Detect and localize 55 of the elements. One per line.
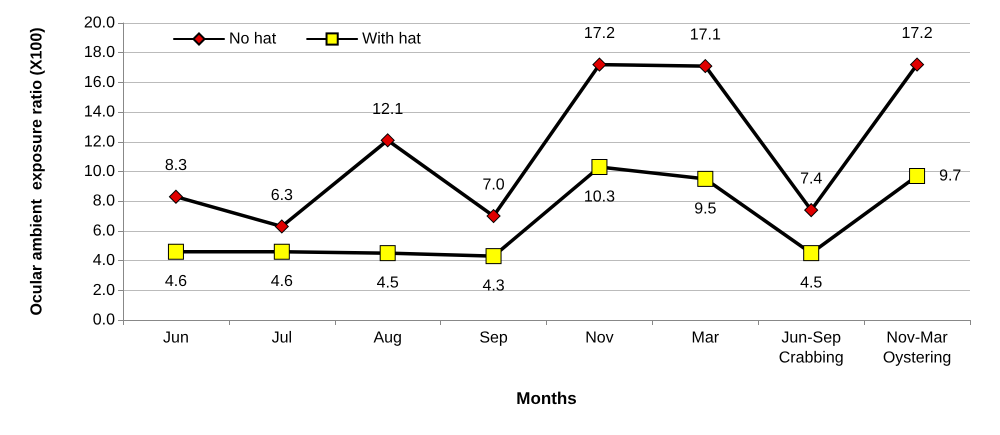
y-tick-label: 14.0 (84, 104, 116, 121)
y-tick-label: 10.0 (84, 163, 116, 180)
y-tick-label: 20.0 (84, 14, 116, 32)
y-tick-label: 6.0 (92, 222, 116, 240)
y-tick-label: 18.0 (84, 44, 116, 62)
point (380, 245, 396, 262)
data-label: 17.2 (901, 25, 933, 42)
y-tick-label: 4.0 (92, 252, 116, 270)
point (168, 244, 184, 260)
y-tick-label: 0.0 (92, 312, 116, 328)
data-label: 9.7 (939, 167, 962, 184)
x-tick-label: Nov-Mar Oystering (882, 330, 952, 366)
data-label: 4.5 (376, 274, 399, 292)
point (274, 219, 289, 234)
point (486, 209, 501, 224)
x-tick-label: Nov (585, 330, 614, 346)
data-label: 4.3 (482, 278, 505, 295)
legend-label: No hat (229, 30, 277, 48)
data-label: 8.3 (164, 157, 188, 174)
legend-label: With hat (362, 30, 422, 48)
data-label: 4.5 (800, 274, 822, 292)
y-tick-label: 16.0 (84, 74, 116, 91)
data-label: 7.4 (800, 170, 822, 188)
x-tick-label: Sep (479, 330, 508, 346)
y-axis-title: Ocular ambient exposure ratio (X100) (28, 27, 46, 316)
data-label: 7.0 (482, 176, 505, 194)
data-label: 4.6 (164, 273, 188, 290)
x-tick-label: Jul (272, 330, 292, 346)
point (698, 59, 712, 74)
point (591, 159, 608, 176)
point (168, 190, 183, 204)
x-tick-label: Jun (163, 330, 189, 346)
data-label: 17.1 (690, 26, 721, 44)
point (486, 248, 502, 264)
point (909, 168, 926, 184)
point (380, 133, 395, 148)
point (803, 245, 820, 262)
point (697, 170, 714, 187)
y-tick-label: 8.0 (92, 192, 116, 210)
point (274, 244, 290, 260)
data-label: 17.2 (584, 25, 616, 42)
data-label: 12.1 (372, 100, 404, 118)
data-label: 9.5 (694, 200, 717, 218)
data-label: 10.3 (584, 188, 616, 206)
x-tick-label: Mar (692, 330, 720, 346)
point (910, 58, 924, 72)
x-tick-label: Jun-Sep Crabbing (778, 330, 844, 366)
x-axis-title: Months (516, 389, 577, 408)
point (804, 203, 818, 218)
data-label: 6.3 (270, 186, 294, 204)
x-tick-label: Aug (373, 330, 402, 346)
data-label: 4.6 (270, 273, 294, 290)
y-tick-label: 2.0 (92, 282, 116, 299)
point (592, 58, 606, 72)
y-tick-label: 12.0 (84, 133, 116, 150)
